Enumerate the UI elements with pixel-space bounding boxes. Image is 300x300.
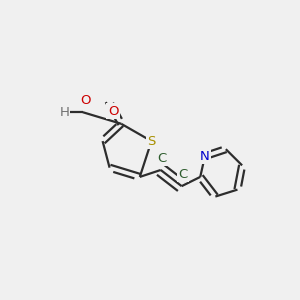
Text: H: H: [59, 106, 69, 119]
Text: O: O: [108, 105, 118, 118]
Text: C: C: [178, 168, 188, 181]
Text: O: O: [80, 94, 90, 107]
Text: N: N: [200, 150, 210, 163]
Text: S: S: [147, 135, 156, 148]
Text: C: C: [157, 152, 167, 165]
